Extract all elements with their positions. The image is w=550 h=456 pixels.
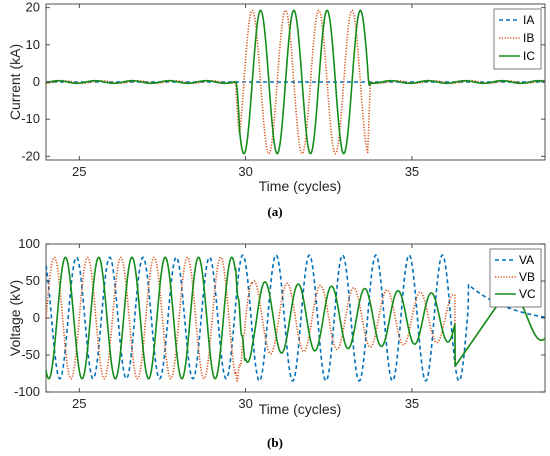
panel-a-caption: (a) bbox=[267, 204, 282, 219]
legend-label-vc: VC bbox=[519, 287, 536, 301]
current-chart: 20 10 0 -10 -20 25 30 35 Time (cycles) Current… bbox=[7, 0, 546, 219]
series-ic-line bbox=[45, 9, 546, 155]
x-axis-label: Time (cycles) bbox=[259, 178, 342, 194]
x-tick-label: 30 bbox=[238, 164, 252, 179]
series-vb-line bbox=[45, 256, 546, 382]
x-tick-label: 25 bbox=[72, 164, 86, 179]
y-ticks: 100 50 0 -50 -100 bbox=[14, 236, 545, 399]
x-tick-label: 25 bbox=[72, 396, 86, 411]
y-tick-label: 100 bbox=[18, 236, 40, 251]
series-vc-line bbox=[45, 256, 546, 380]
series-va-line bbox=[45, 254, 546, 382]
y-tick-label: -100 bbox=[14, 384, 40, 399]
legend-label-vb: VB bbox=[519, 270, 535, 284]
series-group bbox=[45, 254, 546, 382]
x-ticks: 25 30 35 bbox=[72, 244, 419, 411]
x-ticks: 25 30 35 bbox=[72, 4, 419, 179]
legend-label-ic: IC bbox=[523, 49, 535, 63]
legend-label-ib: IB bbox=[523, 31, 534, 45]
y-tick-label: 50 bbox=[26, 273, 40, 288]
y-tick-label: 0 bbox=[33, 74, 40, 89]
y-tick-label: -20 bbox=[21, 148, 40, 163]
voltage-chart: 100 50 0 -50 -100 25 30 35 Time (cycles) Volta… bbox=[7, 236, 546, 450]
panel-b-caption: (b) bbox=[267, 435, 283, 450]
x-tick-label: 30 bbox=[238, 396, 252, 411]
y-tick-label: 10 bbox=[26, 37, 40, 52]
legend-box bbox=[489, 248, 542, 308]
x-tick-label: 35 bbox=[405, 164, 419, 179]
legend-label-va: VA bbox=[519, 253, 534, 267]
y-tick-label: -10 bbox=[21, 111, 40, 126]
series-group bbox=[45, 9, 546, 155]
y-ticks: 20 10 0 -10 -20 bbox=[21, 0, 545, 163]
y-axis-label: Current (kA) bbox=[7, 44, 23, 120]
x-tick-label: 35 bbox=[405, 396, 419, 411]
legend-box bbox=[493, 8, 542, 70]
legend: VA VB VC bbox=[489, 248, 542, 308]
y-axis-label: Voltage (kV) bbox=[7, 280, 23, 356]
legend-label-ia: IA bbox=[523, 13, 534, 27]
series-ib-line bbox=[45, 9, 546, 155]
y-tick-label: -50 bbox=[21, 347, 40, 362]
x-axis-label: Time (cycles) bbox=[259, 401, 342, 417]
y-tick-label: 20 bbox=[26, 0, 40, 15]
legend: IA IB IC bbox=[493, 8, 542, 70]
y-tick-label: 0 bbox=[33, 310, 40, 325]
